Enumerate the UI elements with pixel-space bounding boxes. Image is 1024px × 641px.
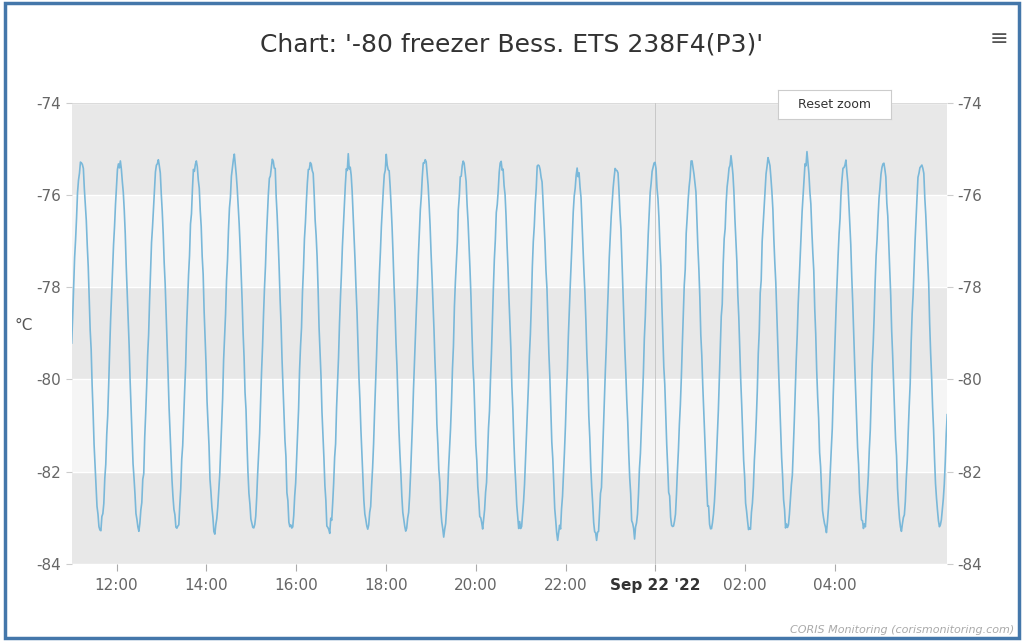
Text: ≡: ≡ <box>990 29 1009 49</box>
Bar <box>72 103 947 195</box>
Bar <box>72 287 947 379</box>
Bar <box>72 379 947 472</box>
Y-axis label: °C: °C <box>14 319 33 333</box>
Text: CORIS Monitoring (corismonitoring.com): CORIS Monitoring (corismonitoring.com) <box>790 624 1014 635</box>
Text: Reset zoom: Reset zoom <box>798 97 871 111</box>
Bar <box>72 195 947 287</box>
Text: Chart: '-80 freezer Bess. ETS 238F4(P3)': Chart: '-80 freezer Bess. ETS 238F4(P3)' <box>260 33 764 57</box>
Bar <box>72 472 947 564</box>
